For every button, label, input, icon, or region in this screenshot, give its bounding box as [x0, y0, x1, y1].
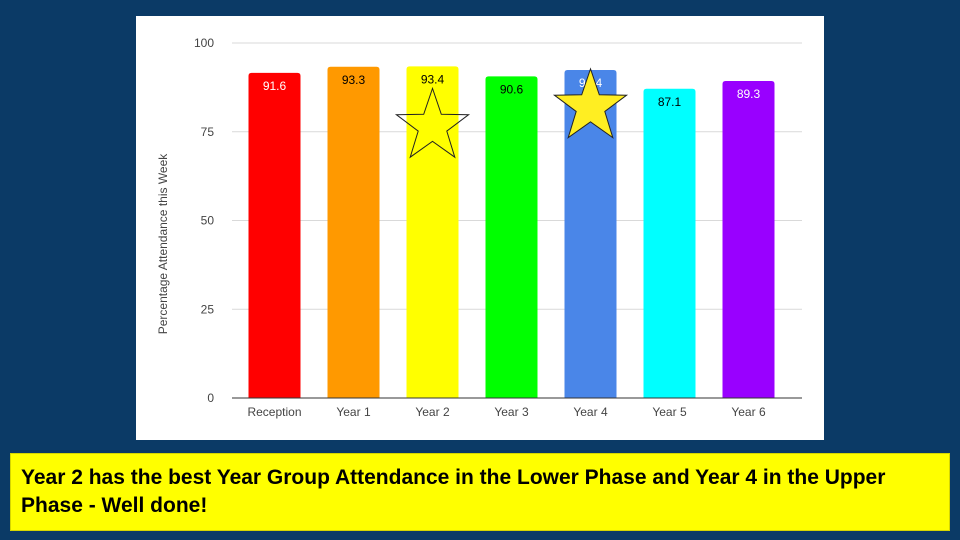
y-tick-label: 25	[201, 302, 215, 316]
bar	[564, 69, 617, 399]
bar	[327, 66, 380, 398]
x-tick-label: Reception	[247, 405, 301, 419]
x-tick-label: Year 6	[731, 405, 766, 419]
caption-box: Year 2 has the best Year Group Attendanc…	[10, 453, 950, 531]
x-tick-label: Year 2	[415, 405, 450, 419]
x-tick-label: Year 5	[652, 405, 687, 419]
star-icon	[394, 86, 471, 159]
data-label: 91.6	[263, 79, 287, 93]
x-tick-label: Year 4	[573, 405, 608, 419]
data-label: 90.6	[500, 82, 524, 96]
bar	[406, 66, 459, 399]
bars	[248, 66, 775, 399]
bar	[643, 88, 696, 399]
x-tick-label: Year 1	[336, 405, 371, 419]
attendance-bar-chart: 91.693.393.490.692.487.189.3 0255075100R…	[156, 36, 802, 419]
data-label: 93.3	[342, 73, 366, 87]
highlight-stars	[394, 67, 629, 159]
y-tick-label: 100	[194, 36, 214, 50]
y-tick-label: 0	[207, 391, 214, 405]
data-label: 87.1	[658, 95, 682, 109]
bar	[722, 80, 775, 399]
star-icon	[552, 67, 629, 139]
data-label: 89.3	[737, 87, 761, 101]
bar	[248, 72, 301, 398]
y-tick-label: 75	[201, 125, 215, 139]
y-axis-label: Percentage Attendance this Week	[156, 153, 170, 335]
data-label: 93.4	[421, 72, 445, 86]
x-tick-label: Year 3	[494, 405, 529, 419]
bar	[485, 76, 538, 398]
caption-text: Year 2 has the best Year Group Attendanc…	[21, 466, 886, 517]
chart-card: 91.693.393.490.692.487.189.3 0255075100R…	[136, 16, 824, 440]
y-tick-label: 50	[201, 214, 215, 228]
axes: 0 25 50 75 100 Reception Year 1 Year 2 Year 3 Yea…	[194, 36, 802, 419]
